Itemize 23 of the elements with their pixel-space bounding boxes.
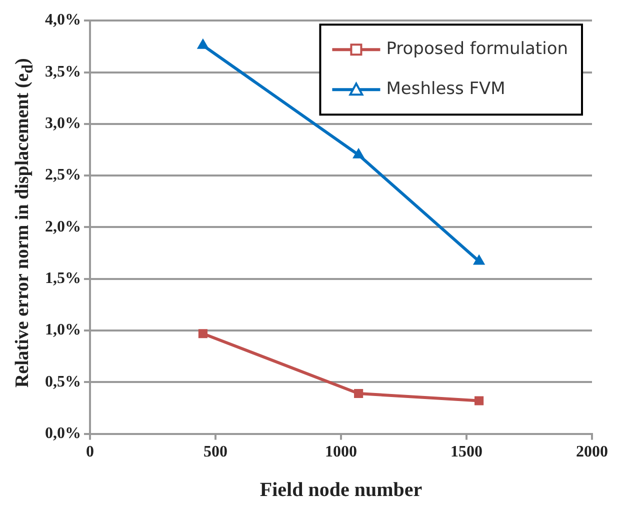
y-tick-label: 2,0% bbox=[45, 218, 81, 236]
point bbox=[198, 329, 208, 338]
point bbox=[474, 255, 484, 265]
y-tick-label: 3,5% bbox=[45, 63, 81, 80]
y-tick-label: 3,0% bbox=[45, 115, 81, 132]
point bbox=[474, 396, 484, 406]
legend-label: Meshless FVM bbox=[386, 79, 506, 100]
x-tick-label: 2000 bbox=[576, 444, 608, 461]
y-tick-label: 0,0% bbox=[45, 424, 81, 442]
y-tick-label: 1,0% bbox=[45, 322, 81, 339]
y-tick-label: 1,5% bbox=[45, 270, 81, 287]
x-tick-label: 0 bbox=[86, 444, 94, 461]
point bbox=[353, 148, 364, 158]
point bbox=[198, 39, 208, 49]
y-tick-label: 2,5% bbox=[45, 166, 81, 184]
x-tick-label: 500 bbox=[204, 444, 228, 461]
x-tick-label: 1000 bbox=[325, 444, 357, 461]
point bbox=[354, 388, 364, 398]
x-tick-label: 1500 bbox=[450, 444, 482, 461]
legend-label: Proposed formulation bbox=[386, 39, 568, 60]
x-axis-title: Field node number bbox=[260, 479, 422, 502]
y-tick-label: 4,0% bbox=[45, 12, 81, 29]
y-tick-label: 0,5% bbox=[45, 373, 81, 390]
